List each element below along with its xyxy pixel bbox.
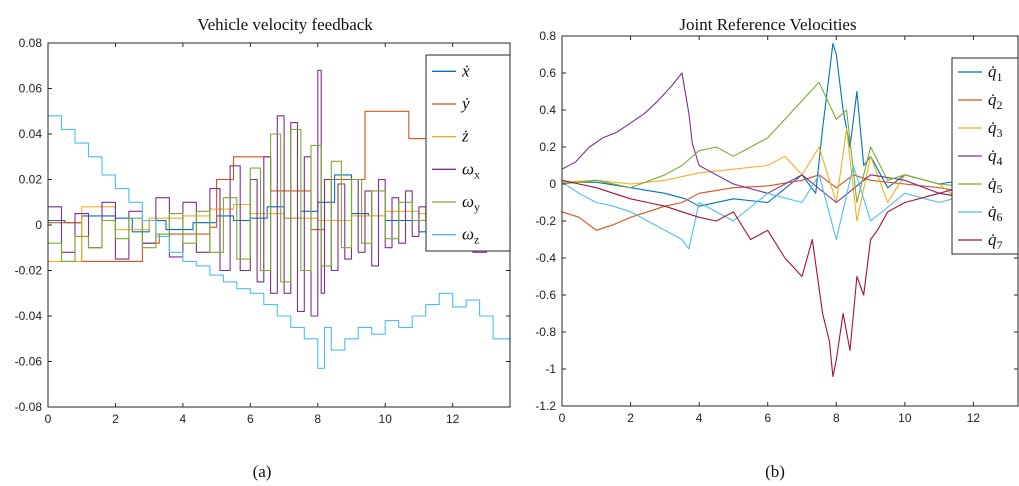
x-tick-label: 12: [967, 411, 981, 425]
x-tick-label: 4: [180, 412, 187, 426]
x-tick-label: 12: [446, 412, 460, 426]
x-tick-label: 4: [696, 411, 703, 425]
axis-ticks: 0 2 4 6 8 10 12 -0.08 -0.06 -0.04 -0.02 0 0.02 0.04 0.…: [15, 36, 510, 426]
series-line-q̇4: [561, 72, 1019, 204]
x-tick-label: 0: [559, 411, 566, 425]
legend-label-subscript: 3: [997, 126, 1003, 140]
x-tick-label: 2: [112, 412, 119, 426]
legend-label-subscript: z: [474, 233, 479, 247]
y-tick-label: 0.04: [19, 127, 43, 141]
legend-label: ẏ: [460, 94, 470, 113]
legend-label-subscript: 1: [997, 70, 1003, 84]
x-tick-label: 2: [627, 411, 634, 425]
x-tick-label: 6: [764, 411, 771, 425]
legend-label-subscript: 7: [997, 238, 1003, 252]
y-tick-label: 0.02: [19, 173, 43, 187]
legend-label-subscript: x: [474, 167, 480, 181]
series-line-q̇5: [561, 81, 1019, 204]
x-tick-label: 10: [898, 411, 912, 425]
chart-title: Vehicle velocity feedback: [197, 15, 373, 34]
legend-label-subscript: y: [474, 200, 480, 214]
plot-area: [562, 36, 1018, 406]
series-line-ωz: [48, 115, 511, 369]
y-tick-label: -1.2: [535, 399, 556, 413]
y-tick-label: 0.08: [19, 36, 43, 50]
x-tick-label: 8: [314, 412, 321, 426]
legend-label-subscript: 6: [997, 210, 1003, 224]
chart-title: Joint Reference Velocities: [679, 15, 856, 34]
series-line-ωy: [48, 128, 511, 283]
legend-label-subscript: 5: [997, 182, 1003, 196]
legend: q̇1q̇2q̇3q̇4q̇5q̇6q̇7: [951, 57, 1019, 255]
x-tick-label: 6: [247, 412, 254, 426]
x-tick-label: 0: [45, 412, 52, 426]
series-lines: [561, 42, 1019, 377]
x-tick-label: 10: [379, 412, 393, 426]
y-tick-label: -0.2: [535, 214, 556, 228]
legend-label: ż: [461, 127, 469, 146]
caption-a: (a): [253, 462, 272, 481]
joint-velocity-chart: Joint Reference Velocities 0 2 4 6 8 10 12-1.2…: [535, 15, 1019, 481]
y-tick-label: 0.6: [539, 66, 556, 80]
y-tick-label: -0.8: [535, 325, 556, 339]
vehicle-velocity-chart: Vehicle velocity feedback 0 2 4 6 8 10 12 -0.08…: [15, 15, 511, 481]
series-lines: [48, 69, 511, 369]
legend-label: ẋ: [461, 61, 470, 80]
y-tick-label: -0.02: [15, 264, 43, 278]
caption-b: (b): [765, 462, 785, 481]
series-line-ωx: [48, 69, 511, 317]
y-tick-label: 0: [35, 218, 42, 232]
series-line-q̇7: [561, 179, 1019, 377]
y-tick-label: 0.06: [19, 82, 43, 96]
y-tick-label: -0.04: [15, 309, 43, 323]
y-tick-label: 0: [549, 177, 556, 191]
legend-label-subscript: 2: [997, 98, 1003, 112]
y-tick-label: -0.4: [535, 251, 556, 265]
series-line-q̇2: [561, 174, 1019, 231]
y-tick-label: 0.8: [539, 29, 556, 43]
y-tick-label: 0.4: [539, 103, 556, 117]
y-tick-label: -0.08: [15, 400, 43, 414]
y-tick-label: -1: [545, 362, 556, 376]
y-tick-label: -0.6: [535, 288, 556, 302]
legend-label-subscript: 4: [997, 154, 1003, 168]
legend-box: [425, 54, 511, 252]
x-tick-label: 8: [833, 411, 840, 425]
y-tick-label: 0.2: [539, 140, 556, 154]
y-tick-label: -0.06: [15, 355, 43, 369]
